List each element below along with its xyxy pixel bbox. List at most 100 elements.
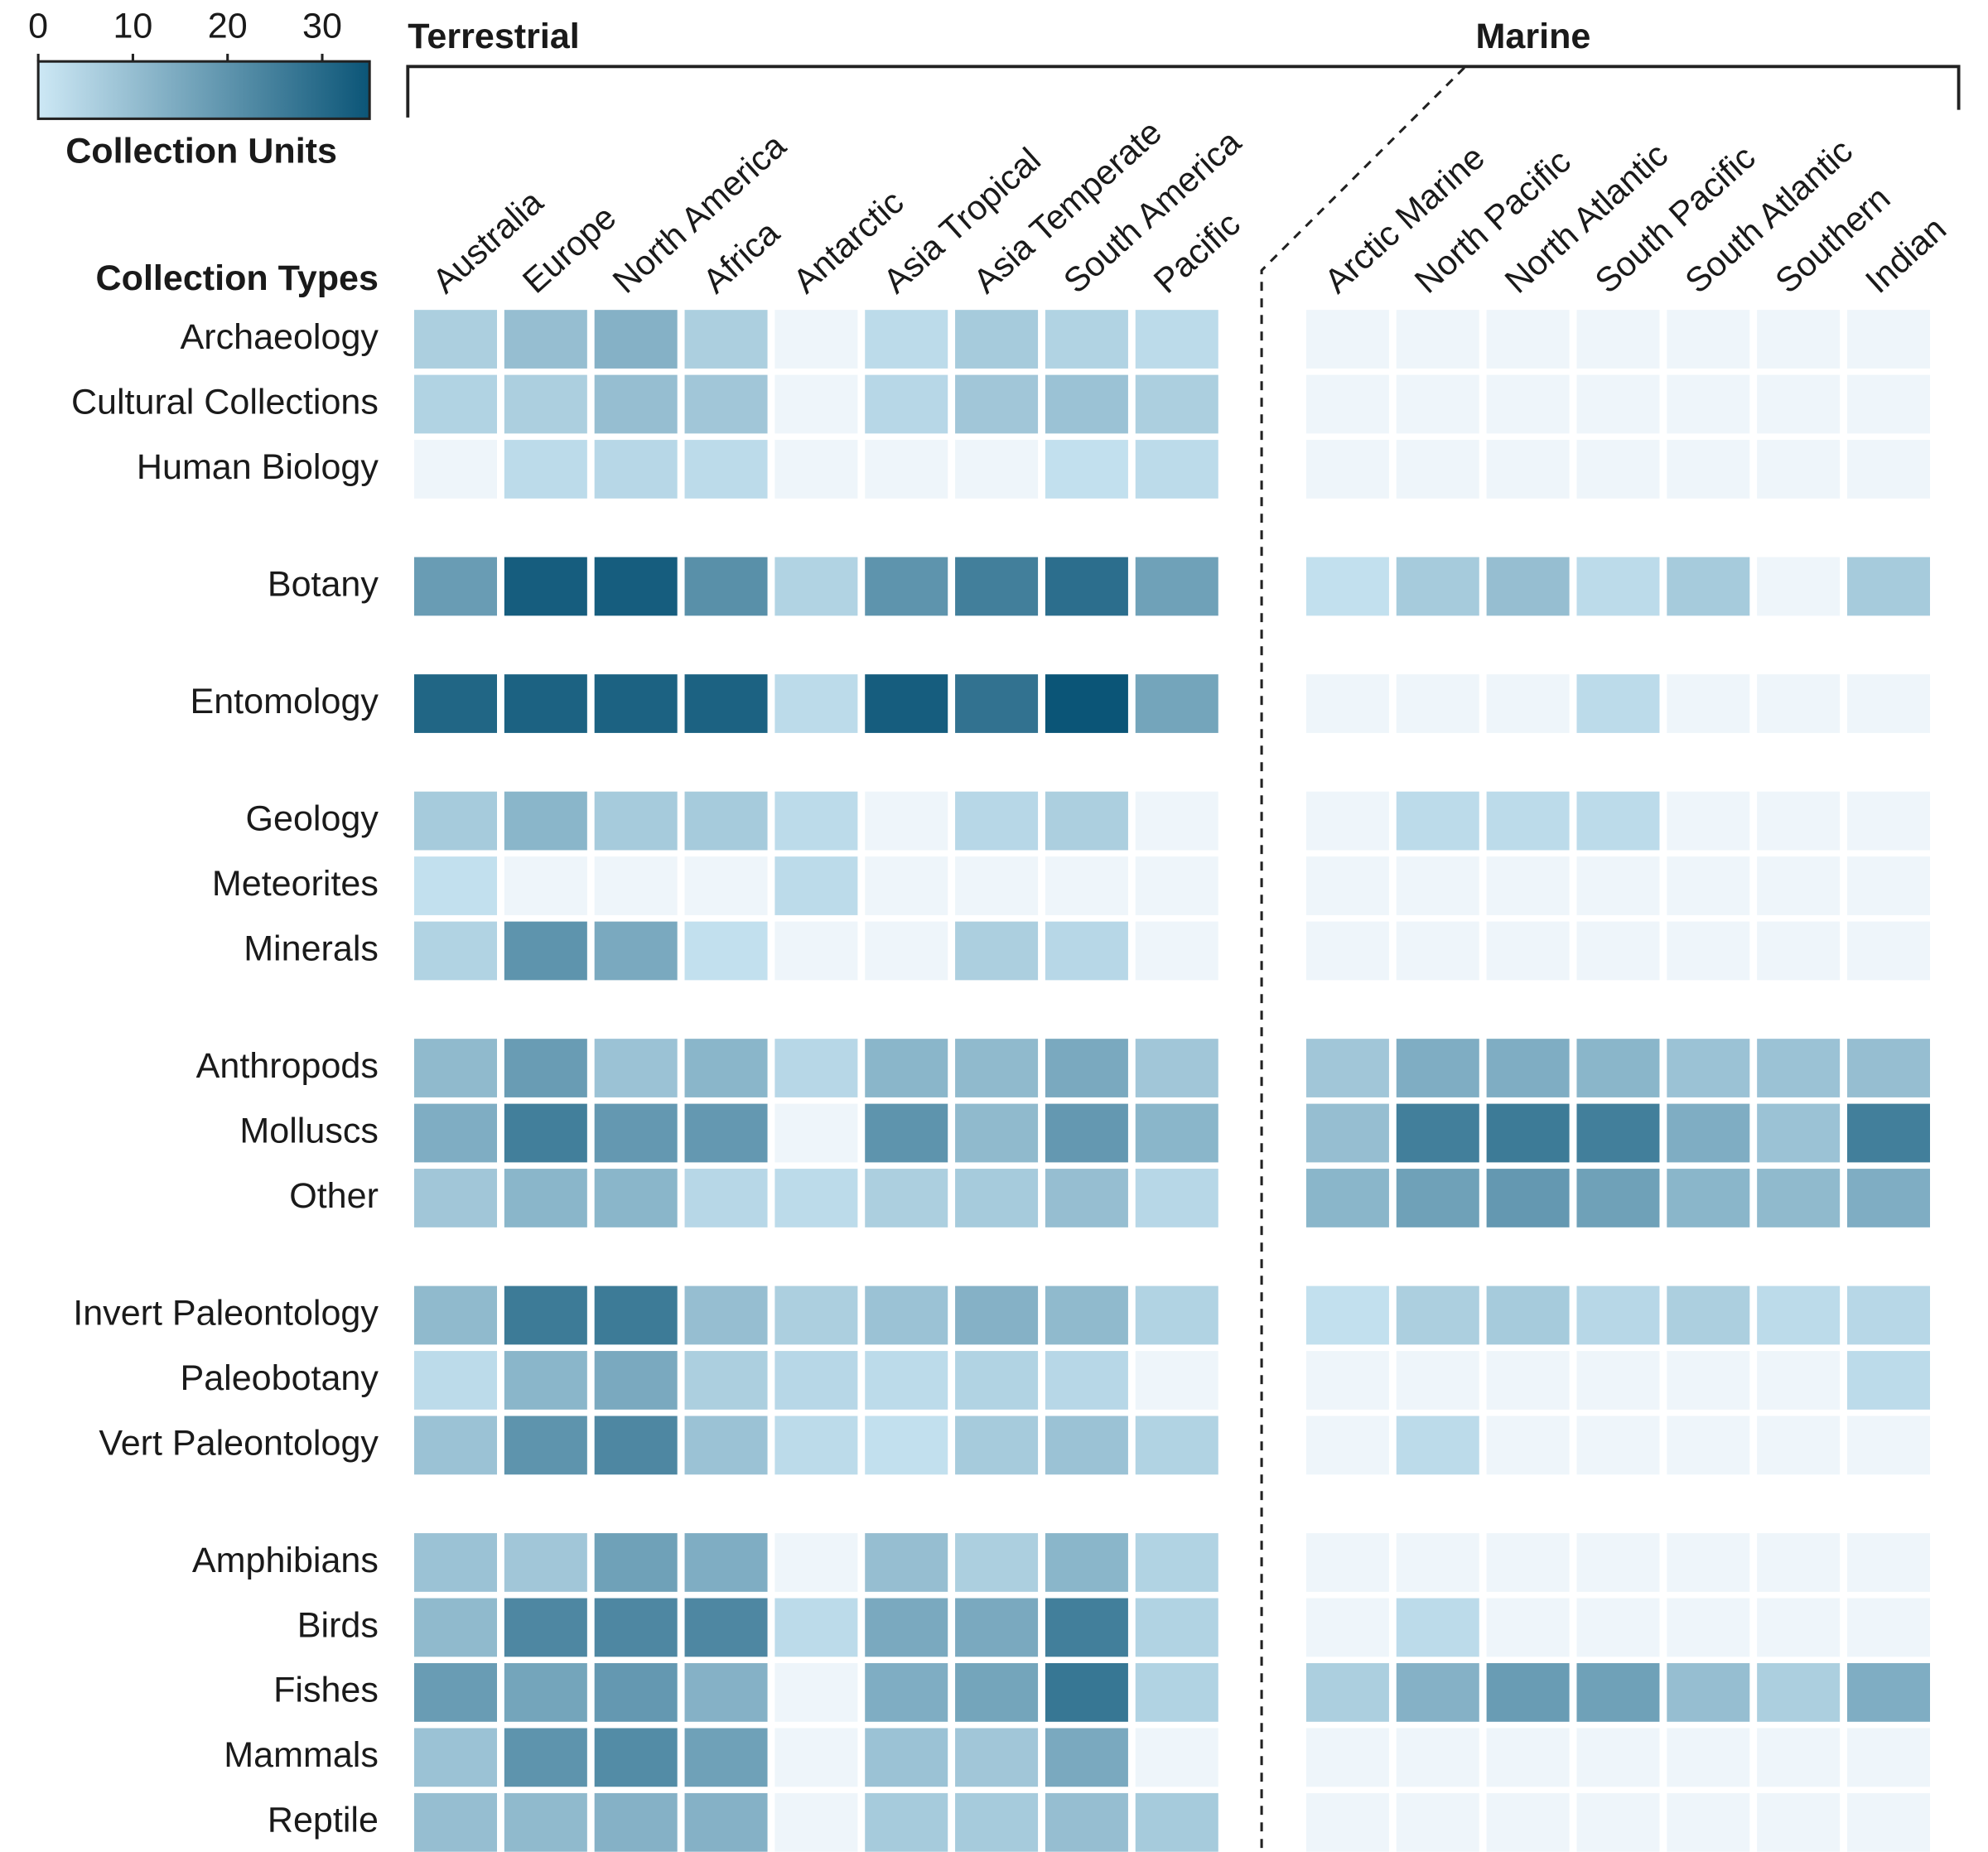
row-label: Other	[289, 1176, 379, 1216]
cell	[865, 1792, 948, 1852]
cell	[414, 856, 497, 915]
cell	[955, 1416, 1039, 1475]
cell	[1757, 1792, 1841, 1852]
cell	[1396, 1169, 1479, 1227]
cell	[955, 791, 1039, 851]
cell	[1135, 1351, 1218, 1410]
cell	[1486, 1103, 1570, 1163]
cell	[684, 674, 768, 733]
cell	[1135, 1285, 1218, 1345]
cell	[594, 674, 678, 733]
cell	[1396, 1663, 1479, 1722]
cell	[1757, 1663, 1841, 1722]
cell	[684, 374, 768, 434]
cell	[1396, 1416, 1479, 1475]
cell	[414, 1285, 497, 1345]
cell	[1576, 1285, 1660, 1345]
row-label: Cultural Collections	[71, 382, 379, 422]
cell	[955, 374, 1039, 434]
cell	[955, 440, 1039, 499]
cell	[594, 921, 678, 981]
cell	[774, 1169, 858, 1227]
cell	[1667, 440, 1750, 499]
cell	[414, 1533, 497, 1592]
cell	[684, 440, 768, 499]
cell	[955, 1728, 1039, 1787]
group-title: Terrestrial	[408, 17, 579, 56]
cell	[955, 1663, 1039, 1722]
cell	[1396, 1792, 1479, 1852]
cell	[1667, 1598, 1750, 1657]
cell	[1305, 856, 1389, 915]
cell	[1486, 791, 1570, 851]
cell	[414, 1792, 497, 1852]
cell	[955, 1285, 1039, 1345]
y-title: Collection Types	[96, 258, 379, 298]
cell	[1576, 1792, 1660, 1852]
cell	[774, 921, 858, 981]
cell	[414, 1663, 497, 1722]
cell	[1135, 440, 1218, 499]
cell	[414, 310, 497, 369]
cell	[1305, 1728, 1389, 1787]
cell	[1757, 1728, 1841, 1787]
cell	[684, 1728, 768, 1787]
cell	[865, 374, 948, 434]
cell	[1667, 557, 1750, 616]
cell	[1305, 1533, 1389, 1592]
cell	[504, 791, 587, 851]
cell	[1135, 1039, 1218, 1097]
cell	[684, 1285, 768, 1345]
cell	[1396, 1285, 1479, 1345]
cell	[594, 440, 678, 499]
cell	[504, 921, 587, 981]
cell	[865, 1351, 948, 1410]
cell	[504, 1416, 587, 1475]
cell	[1135, 1416, 1218, 1475]
cell	[1576, 791, 1660, 851]
cell	[594, 1039, 678, 1097]
cell	[955, 1792, 1039, 1852]
cell	[1847, 1533, 1930, 1592]
cell	[774, 1598, 858, 1657]
cell	[504, 1285, 587, 1345]
row-label: Amphibians	[192, 1541, 379, 1580]
cell	[865, 440, 948, 499]
cell	[1667, 1169, 1750, 1227]
cell	[1486, 557, 1570, 616]
cell	[955, 1351, 1039, 1410]
cell	[414, 1351, 497, 1410]
cell	[414, 674, 497, 733]
group-title: Marine	[1476, 17, 1591, 56]
cell	[1486, 1663, 1570, 1722]
cell	[955, 856, 1039, 915]
cell	[1757, 921, 1841, 981]
cell	[594, 557, 678, 616]
cell	[684, 1103, 768, 1163]
cell	[1757, 1351, 1841, 1410]
cell	[1045, 1598, 1128, 1657]
cell	[1847, 1103, 1930, 1163]
cell	[1667, 1533, 1750, 1592]
cell	[1576, 1039, 1660, 1097]
cell	[865, 1103, 948, 1163]
cell	[1757, 856, 1841, 915]
cell	[1667, 1351, 1750, 1410]
cell	[684, 1598, 768, 1657]
cell	[1486, 440, 1570, 499]
cell	[865, 1533, 948, 1592]
cell	[414, 1598, 497, 1657]
cell	[684, 791, 768, 851]
divider	[1260, 65, 1467, 1849]
cell	[955, 674, 1039, 733]
cell	[594, 1533, 678, 1592]
cell	[1847, 1728, 1930, 1787]
cell	[504, 1598, 587, 1657]
row-label: Botany	[268, 564, 379, 604]
cell	[1847, 921, 1930, 981]
cell	[1305, 1351, 1389, 1410]
cell	[1135, 1598, 1218, 1657]
cell	[1396, 374, 1479, 434]
cell	[1045, 374, 1128, 434]
cell	[1757, 1598, 1841, 1657]
